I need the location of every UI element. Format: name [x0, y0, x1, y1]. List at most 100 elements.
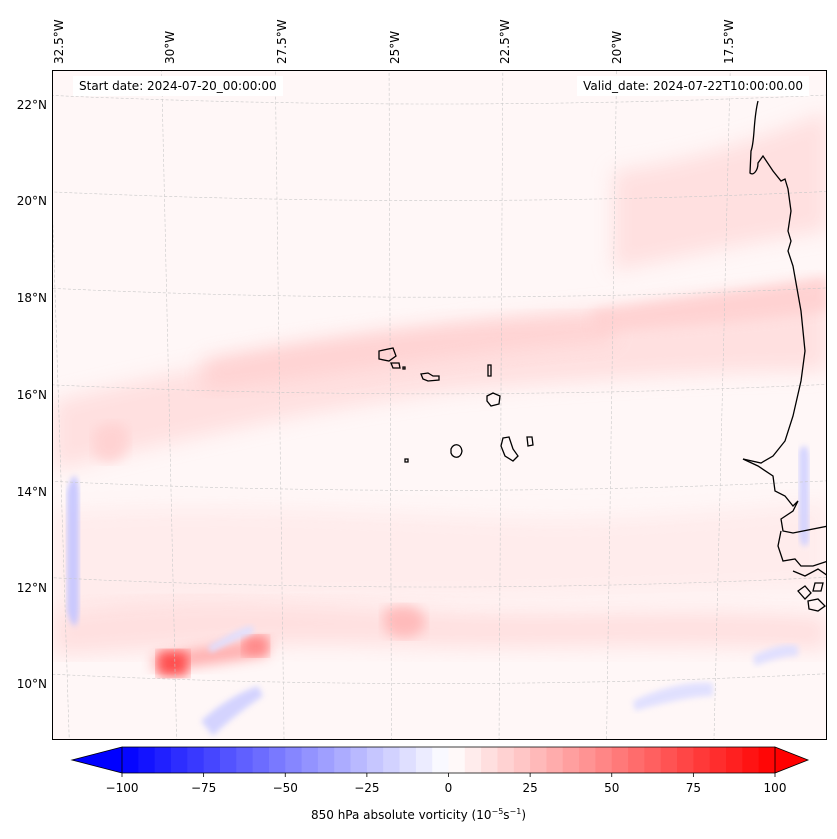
- coastlines: [378, 100, 826, 612]
- vorticity-map: [53, 71, 826, 739]
- colorbar-cell: [530, 747, 548, 773]
- colorbar-cell: [219, 747, 237, 773]
- negative-coast-south: [753, 644, 798, 666]
- colorbar-tick-label: −100: [105, 781, 139, 795]
- colorbar-cell: [497, 747, 515, 773]
- latitude-label: 16°N: [16, 388, 47, 402]
- colorbar-cell: [546, 747, 564, 773]
- colorbar-cell: [252, 747, 270, 773]
- island-santiago: [500, 436, 519, 462]
- colorbar-cell: [154, 747, 172, 773]
- negative-west: [67, 476, 79, 626]
- island-bijagos-2: [812, 582, 824, 592]
- colorbar-cell: [350, 747, 368, 773]
- colorbar-tick-label: −75: [190, 781, 217, 795]
- longitude-label: 25°W: [388, 30, 402, 64]
- island-boa-vista: [486, 392, 501, 407]
- blob-central: [383, 606, 426, 638]
- colorbar-cell: [236, 747, 254, 773]
- longitude-label: 32.5°W: [52, 19, 66, 64]
- coast-guinea-bissau: [777, 530, 826, 567]
- band-south: [53, 599, 826, 656]
- colorbar-tick-label: 25: [522, 781, 538, 795]
- parallel-line: [53, 384, 826, 395]
- vortex-max-west: [158, 651, 188, 676]
- colorbar-extend-max: [774, 746, 810, 774]
- negative-se: [633, 682, 713, 711]
- colorbar-cell: [644, 747, 662, 773]
- island-bijagos-3: [807, 598, 826, 612]
- colorbar-cell: [758, 747, 776, 773]
- band-mid: [53, 501, 826, 616]
- colorbar-cell: [317, 747, 335, 773]
- valid-date-label: Valid_date: 2024-07-22T10:00:00.00: [577, 76, 809, 96]
- island-bijagos-1: [797, 585, 812, 600]
- colorbar-cell: [366, 747, 384, 773]
- island-sao-vicente: [390, 362, 401, 369]
- colorbar-tick-label: 75: [685, 781, 702, 795]
- colorbar-cell: [383, 747, 401, 773]
- colorbar-cell: [448, 747, 466, 773]
- colorbar-cell: [122, 747, 139, 773]
- latitude-label: 20°N: [16, 194, 47, 208]
- colorbar-cell: [187, 747, 205, 773]
- parallel-line: [53, 287, 826, 298]
- colorbar-cell: [334, 747, 352, 773]
- colorbar-cell: [481, 747, 499, 773]
- coast-mauritania-senegal: [742, 100, 806, 464]
- island-fogo: [450, 444, 463, 458]
- meridian-line: [498, 71, 504, 739]
- island-santo-antao: [378, 347, 397, 362]
- longitude-label: 30°W: [163, 30, 177, 64]
- map-plot-area[interactable]: [52, 70, 827, 740]
- latitude-label: 18°N: [16, 291, 47, 305]
- colorbar-cell: [628, 747, 646, 773]
- longitude-label: 22.5°W: [498, 19, 512, 64]
- colorbar-label-mid: s: [503, 808, 510, 822]
- colorbar-cell: [415, 747, 433, 773]
- island-sao-nicolau: [420, 372, 440, 382]
- band-ne: [613, 111, 826, 271]
- colorbar-label-exp1: −5: [491, 807, 504, 816]
- parallel-line: [53, 577, 826, 588]
- colorbar-label-suffix: ): [521, 808, 527, 822]
- parallel-line: [53, 94, 826, 105]
- colorbar-tick-label: 0: [444, 781, 453, 795]
- colorbar: [70, 746, 810, 777]
- colorbar-label: 850 hPa absolute vorticity (10−5s−1): [0, 807, 837, 822]
- vorticity-field: [53, 111, 826, 736]
- island-brava: [404, 458, 409, 463]
- coast-gambia: [742, 458, 826, 534]
- colorbar-cell: [513, 747, 531, 773]
- colorbar-cell: [301, 747, 319, 773]
- colorbar-cell: [660, 747, 678, 773]
- latitude-label: 14°N: [16, 485, 47, 499]
- parallel-line: [53, 480, 826, 491]
- parallel-line: [53, 673, 826, 684]
- colorbar-cell: [399, 747, 417, 773]
- colorbar-cell: [432, 747, 450, 773]
- colorbar-cell: [677, 747, 694, 773]
- island-maio: [526, 436, 534, 447]
- latitude-label: 12°N: [16, 581, 47, 595]
- longitude-label: 27.5°W: [275, 19, 289, 64]
- colorbar-cell: [579, 747, 597, 773]
- colorbar-label-exp2: −1: [509, 807, 522, 816]
- start-date-label: Start date: 2024-07-20_00:00:00: [73, 76, 283, 96]
- colorbar-cell: [268, 747, 286, 773]
- latitude-label: 10°N: [16, 677, 47, 691]
- colorbar-tick-label: 100: [763, 781, 787, 795]
- colorbar-label-prefix: 850 hPa absolute vorticity (10: [310, 808, 492, 822]
- colorbar-cell: [595, 747, 613, 773]
- island-santa-luzia: [402, 366, 406, 370]
- longitude-label: 20°W: [610, 30, 624, 64]
- colorbar-extend-min: [70, 746, 123, 774]
- island-sal: [487, 364, 492, 377]
- colorbar-cell: [742, 747, 760, 773]
- colorbar-cell: [611, 747, 629, 773]
- parallel-line: [53, 191, 826, 201]
- negative-streak: [208, 626, 253, 653]
- colorbar-cell: [726, 747, 743, 773]
- colorbar-tick-label: 50: [604, 781, 620, 795]
- meridian-line: [388, 71, 392, 739]
